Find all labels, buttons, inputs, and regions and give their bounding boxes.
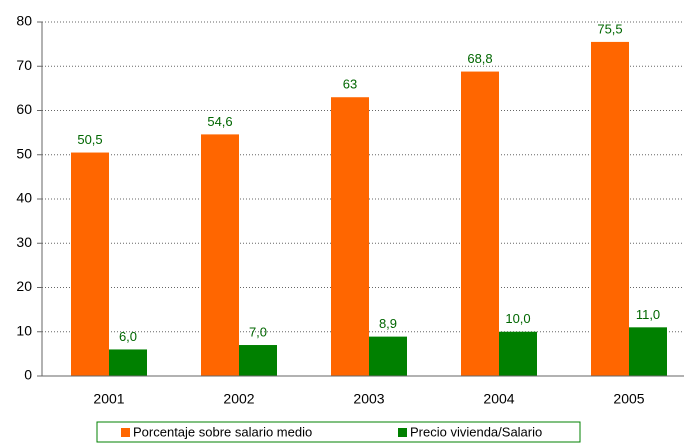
y-tick-label: 70 — [16, 57, 32, 73]
value-label: 6,0 — [119, 329, 137, 344]
value-label: 50,5 — [77, 132, 102, 147]
bar — [201, 134, 239, 376]
bar — [71, 152, 109, 376]
legend-swatch — [398, 428, 407, 437]
y-tick-label: 60 — [16, 101, 32, 117]
bar — [369, 336, 407, 376]
legend-label: Porcentaje sobre salario medio — [133, 424, 312, 439]
value-label: 54,6 — [207, 114, 232, 129]
y-tick-label: 80 — [16, 13, 32, 29]
value-label: 7,0 — [249, 324, 267, 339]
y-tick-label: 10 — [16, 322, 32, 338]
value-label: 68,8 — [467, 51, 492, 66]
bar — [591, 41, 629, 376]
y-tick-label: 0 — [24, 367, 32, 383]
y-tick-label: 20 — [16, 278, 32, 294]
bar — [499, 331, 537, 376]
legend-swatch — [121, 428, 130, 437]
x-tick-label: 2002 — [223, 391, 254, 407]
x-tick-label: 2005 — [613, 391, 644, 407]
bar — [239, 345, 277, 376]
value-label: 75,5 — [597, 21, 622, 36]
value-label: 10,0 — [505, 311, 530, 326]
legend-label: Precio vivienda/Salario — [410, 424, 542, 439]
bar — [629, 327, 667, 376]
x-tick-label: 2001 — [93, 391, 124, 407]
value-label: 63 — [343, 77, 357, 92]
bar — [461, 71, 499, 376]
bar — [109, 349, 147, 376]
legend-box — [96, 421, 581, 443]
bar — [331, 97, 369, 376]
y-tick-label: 50 — [16, 145, 32, 161]
x-tick-label: 2004 — [483, 391, 514, 407]
y-tick-label: 30 — [16, 234, 32, 250]
value-label: 8,9 — [379, 316, 397, 331]
x-tick-label: 2003 — [353, 391, 384, 407]
y-tick-label: 40 — [16, 190, 32, 206]
value-label: 11,0 — [636, 307, 660, 322]
